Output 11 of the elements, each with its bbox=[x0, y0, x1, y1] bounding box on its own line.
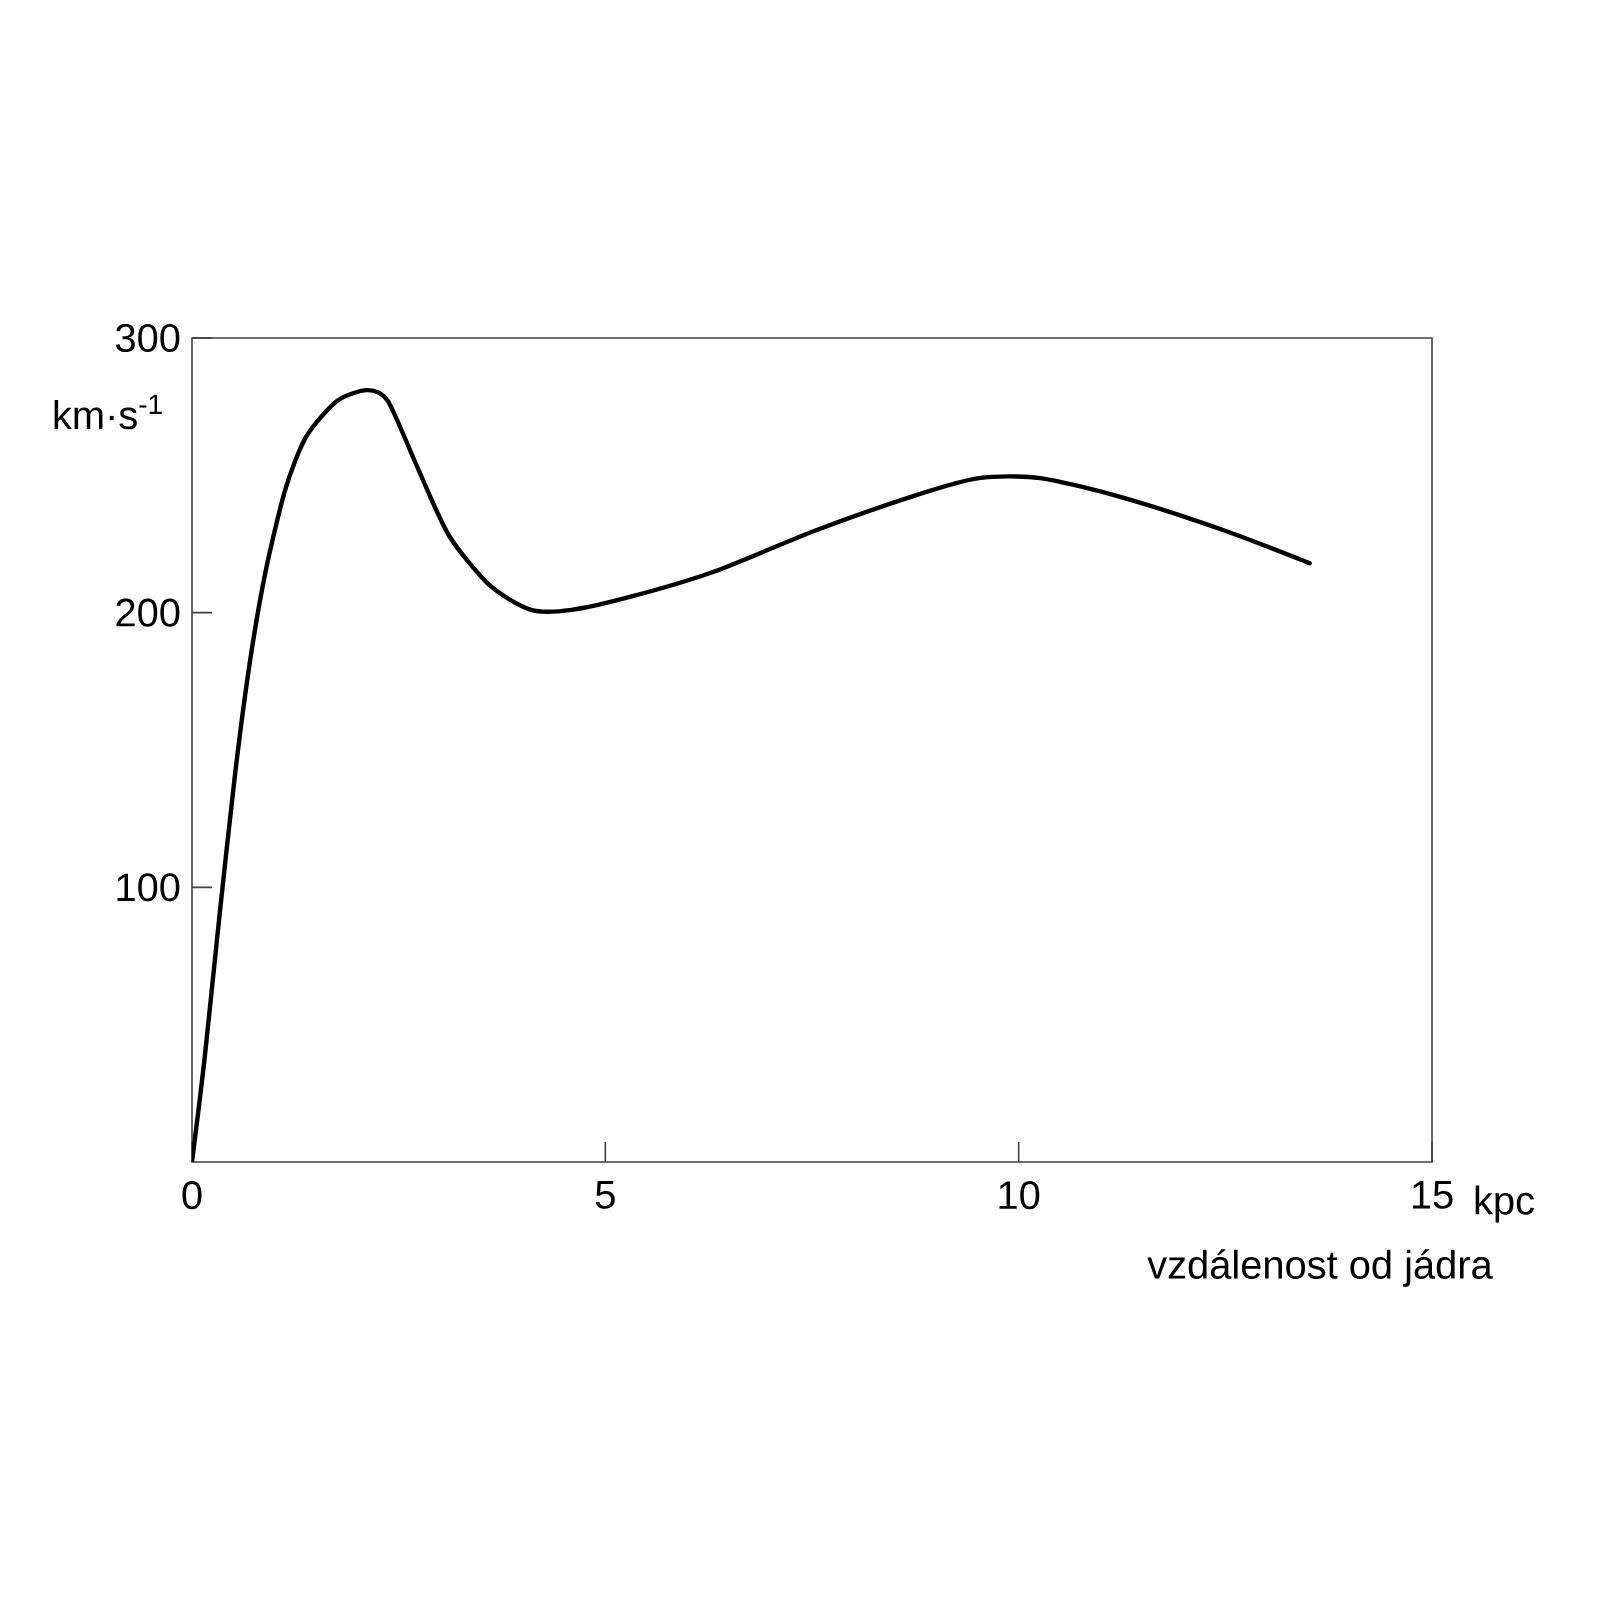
y-tick-label: 300 bbox=[116, 323, 180, 353]
text: kpc bbox=[1475, 1185, 1534, 1223]
x-tick-label: 5 bbox=[595, 1181, 615, 1209]
y-tick-label: 100 bbox=[117, 873, 180, 902]
x-axis-title: vzdálenost od jádra bbox=[1147, 1249, 1493, 1287]
y-tick-label: 200 bbox=[116, 598, 180, 627]
line-series bbox=[192, 387, 1312, 1162]
x-tick-label: 0 bbox=[182, 1181, 202, 1210]
x-tick-label: 15 bbox=[1412, 1181, 1453, 1209]
x-tick-label: 10 bbox=[999, 1181, 1040, 1210]
y-axis-title: km·s$^{-1}$ bbox=[54, 394, 162, 430]
